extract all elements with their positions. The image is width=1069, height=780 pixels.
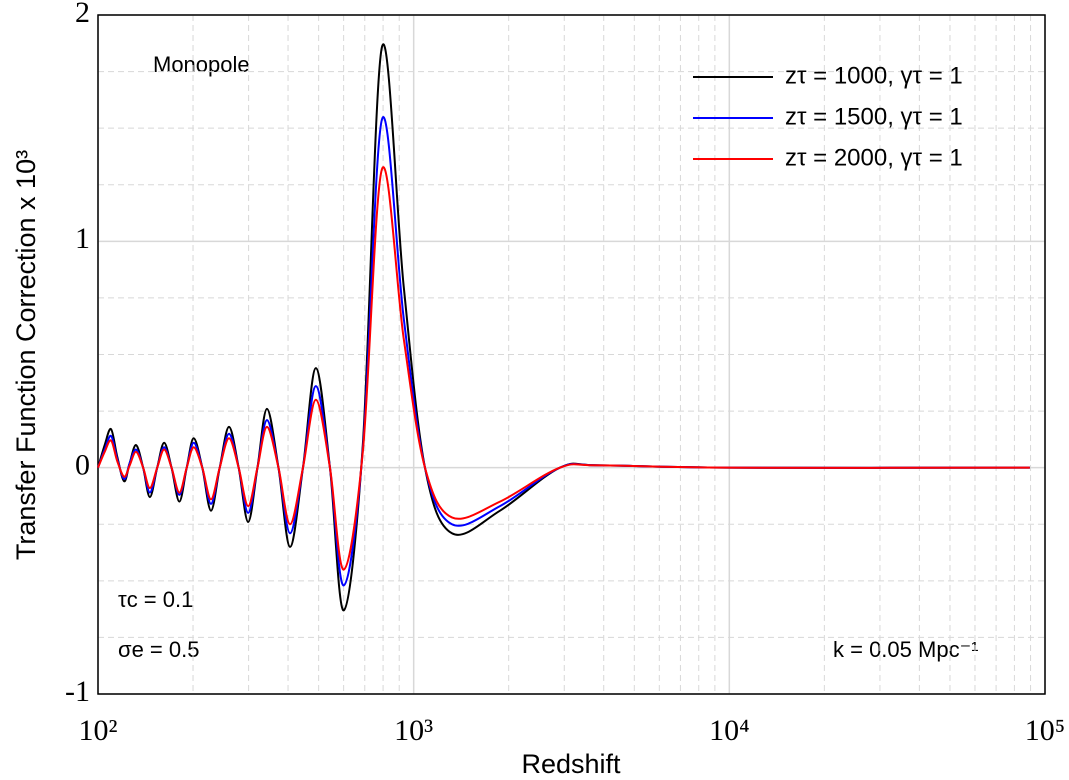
y-tick-label: 0 bbox=[75, 449, 90, 482]
y-tick-label: -1 bbox=[65, 675, 90, 708]
legend-label: zτ = 2000, γτ = 1 bbox=[785, 144, 963, 171]
series-line bbox=[97, 166, 1030, 571]
x-tick-label: 10³ bbox=[394, 714, 433, 747]
annotation: Monopole bbox=[153, 52, 250, 77]
y-tick-label: 1 bbox=[75, 222, 90, 255]
annotation: σe = 0.5 bbox=[118, 637, 199, 662]
y-axis-title: Transfer Function Correction x 10³ bbox=[11, 150, 41, 560]
plot-frame bbox=[97, 14, 1046, 695]
annotation: τc = 0.1 bbox=[118, 587, 193, 612]
x-tick-label: 10⁵ bbox=[1025, 714, 1065, 747]
legend-label: zτ = 1000, γτ = 1 bbox=[785, 62, 963, 89]
x-axis-title: Redshift bbox=[521, 749, 621, 779]
x-tick-label: 10⁴ bbox=[709, 714, 749, 747]
annotation: k = 0.05 Mpc⁻¹ bbox=[833, 637, 979, 662]
legend-label: zτ = 1500, γτ = 1 bbox=[785, 103, 963, 130]
x-tick-label: 10² bbox=[79, 714, 118, 747]
y-tick-label: 2 bbox=[75, 0, 90, 29]
